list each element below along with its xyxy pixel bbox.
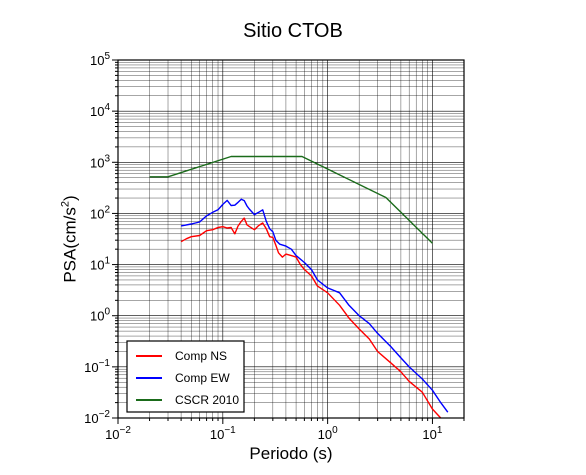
- y-axis-label-exponent: 2: [59, 200, 72, 208]
- y-tick-label: 10−1: [84, 358, 110, 375]
- series-line-cscr-2010: [149, 155, 433, 244]
- y-tick-label: 100: [90, 307, 110, 324]
- x-axis-label: Periodo (s): [249, 444, 333, 463]
- y-tick-label: 101: [90, 256, 110, 273]
- legend-label: CSCR 2010: [175, 393, 239, 407]
- y-axis-label-close: ): [60, 195, 80, 201]
- x-tick-label: 10−1: [210, 425, 236, 442]
- y-tick-label: 104: [90, 102, 110, 119]
- chart-legend: Comp NS Comp EW CSCR 2010: [126, 340, 245, 413]
- x-tick-label: 100: [318, 425, 338, 442]
- chart-title: Sitio CTOB: [243, 20, 343, 42]
- chart-series-group: [149, 155, 449, 419]
- legend-label: Comp NS: [175, 349, 227, 363]
- x-tick-label: 101: [422, 425, 442, 442]
- x-tick-label: 10−2: [105, 425, 131, 442]
- series-line-comp-ew: [180, 198, 449, 413]
- y-tick-label: 105: [90, 51, 110, 68]
- y-tick-label: 102: [90, 204, 110, 221]
- y-axis-label: PSA(cm/s2): [60, 195, 81, 282]
- y-axis-label-text: PSA(cm/s: [60, 207, 80, 283]
- y-tick-label: 10−2: [84, 409, 110, 426]
- chart-ticks: 10−2 10−1 100 101 10−2 10−1 100 101 102 103 104 105: [84, 51, 465, 442]
- plot-frame: [117, 59, 465, 419]
- y-tick-label: 103: [90, 153, 110, 170]
- series-line-comp-ns: [180, 217, 442, 419]
- legend-label: Comp EW: [175, 371, 230, 385]
